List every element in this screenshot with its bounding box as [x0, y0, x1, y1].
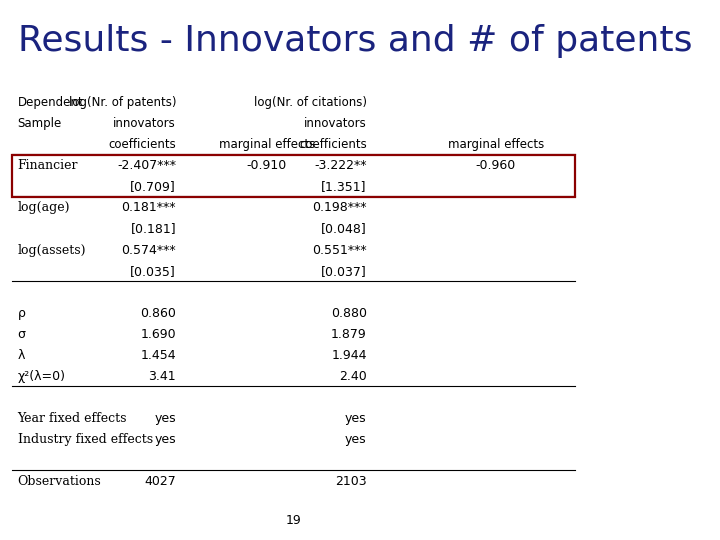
Text: innovators: innovators [304, 117, 366, 130]
Text: 0.860: 0.860 [140, 307, 176, 320]
Text: 3.41: 3.41 [148, 370, 176, 383]
Text: 2103: 2103 [335, 475, 366, 488]
Text: coefficients: coefficients [108, 138, 176, 151]
Text: yes: yes [154, 412, 176, 425]
Text: -0.960: -0.960 [476, 159, 516, 172]
Text: 19: 19 [286, 514, 301, 526]
Text: 0.880: 0.880 [330, 307, 366, 320]
Text: -2.407***: -2.407*** [117, 159, 176, 172]
Text: σ: σ [17, 328, 26, 341]
Text: Year fixed effects: Year fixed effects [17, 412, 127, 425]
Text: 4027: 4027 [144, 475, 176, 488]
Text: 1.690: 1.690 [140, 328, 176, 341]
Text: marginal effects: marginal effects [448, 138, 544, 151]
Text: 0.198***: 0.198*** [312, 201, 366, 214]
Text: [0.048]: [0.048] [321, 222, 366, 235]
Text: log(assets): log(assets) [17, 244, 86, 256]
Text: λ: λ [17, 349, 25, 362]
Bar [12, 155, 575, 197]
Text: 0.181***: 0.181*** [122, 201, 176, 214]
Text: 0.551***: 0.551*** [312, 244, 366, 256]
Text: log(Nr. of citations): log(Nr. of citations) [253, 96, 366, 109]
Text: coefficients: coefficients [299, 138, 366, 151]
Text: [1.351]: [1.351] [321, 180, 366, 193]
Text: [0.037]: [0.037] [321, 265, 366, 278]
Text: 1.944: 1.944 [331, 349, 366, 362]
Text: 0.574***: 0.574*** [122, 244, 176, 256]
Text: [0.181]: [0.181] [130, 222, 176, 235]
Text: Observations: Observations [17, 475, 102, 488]
Text: yes: yes [345, 433, 366, 446]
Text: 1.879: 1.879 [331, 328, 366, 341]
Text: log(age): log(age) [17, 201, 70, 214]
Text: [0.709]: [0.709] [130, 180, 176, 193]
Text: 2.40: 2.40 [339, 370, 366, 383]
Text: [0.035]: [0.035] [130, 265, 176, 278]
Text: 1.454: 1.454 [140, 349, 176, 362]
Text: χ²(λ=0): χ²(λ=0) [17, 370, 66, 383]
Text: Sample: Sample [17, 117, 62, 130]
Text: ρ: ρ [17, 307, 25, 320]
Text: innovators: innovators [113, 117, 176, 130]
Text: -3.222**: -3.222** [314, 159, 366, 172]
Text: Industry fixed effects: Industry fixed effects [17, 433, 153, 446]
Text: Financier: Financier [17, 159, 78, 172]
Text: yes: yes [345, 412, 366, 425]
Text: log(Nr. of patents): log(Nr. of patents) [68, 96, 176, 109]
Text: Results - Innovators and # of patents: Results - Innovators and # of patents [17, 24, 692, 58]
Text: Dependent: Dependent [17, 96, 84, 109]
Text: -0.910: -0.910 [247, 159, 287, 172]
Text: marginal effects: marginal effects [219, 138, 315, 151]
Text: yes: yes [154, 433, 176, 446]
